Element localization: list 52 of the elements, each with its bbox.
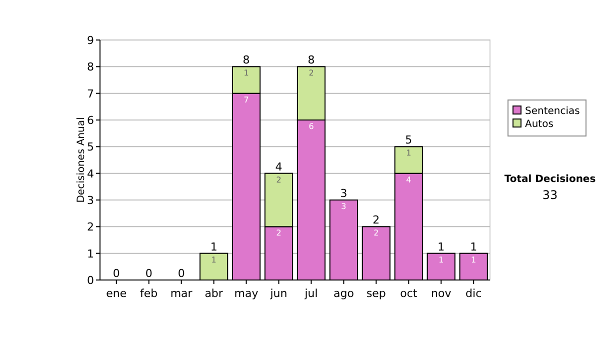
text: 33 [542,188,558,202]
data-label: 1 [406,148,412,158]
data-label: 1 [471,255,476,264]
x-tick-label: jul [304,287,318,300]
data-label: 1 [438,255,444,264]
data-label: 6 [308,122,314,131]
x-tick-label: dic [466,287,482,300]
total-label: 3 [340,187,348,200]
data-label: 2 [308,68,314,78]
y-tick-label: 0 [87,274,94,287]
x-tick-label: may [234,287,259,300]
y-tick-label: 7 [87,87,94,100]
data-label: 2 [276,175,282,184]
legend-label: Sentencias [525,106,580,117]
x-tick-label: sep [366,287,386,300]
y-tick-label: 8 [87,60,94,74]
x-tick-label: ago [333,287,354,300]
x-tick-label: nov [431,287,452,300]
x-tick-label: feb [140,287,158,300]
data-label: 2 [374,228,379,238]
data-label: 1 [211,255,216,264]
legend-label: Autos [525,119,554,130]
total-label: 2 [372,214,380,227]
x-tick-label: abr [204,287,224,300]
y-tick-label: 9 [87,34,94,47]
data-label: 7 [244,95,249,104]
y-tick-label: 3 [87,194,94,207]
total-label: 0 [178,267,185,280]
total-label: 8 [242,54,250,67]
data-label: 3 [341,202,346,211]
data-label: 4 [406,175,412,184]
total-label: 0 [145,267,152,280]
x-tick-label: mar [170,287,193,300]
y-tick-label: 4 [87,167,94,180]
x-tick-label: oct [400,287,418,300]
data-label: 1 [244,68,249,78]
y-tick-label: 5 [87,140,94,154]
x-tick-label: ene [106,287,127,300]
y-tick-label: 1 [87,247,94,260]
total-label: 1 [470,240,478,254]
text: Total Decisiones [504,174,596,185]
y-tick-label: 6 [87,114,94,127]
total-label: 1 [438,240,445,254]
total-label: 5 [405,134,412,147]
total-label: 0 [112,267,120,280]
data-label: 2 [276,228,282,238]
x-tick-label: jun [269,287,288,300]
y-axis-title: Decisiones Anual [76,117,87,203]
total-label: 4 [275,160,282,174]
total-label: 1 [210,240,218,254]
total-label: 8 [308,54,315,67]
y-tick-label: 2 [87,220,94,234]
